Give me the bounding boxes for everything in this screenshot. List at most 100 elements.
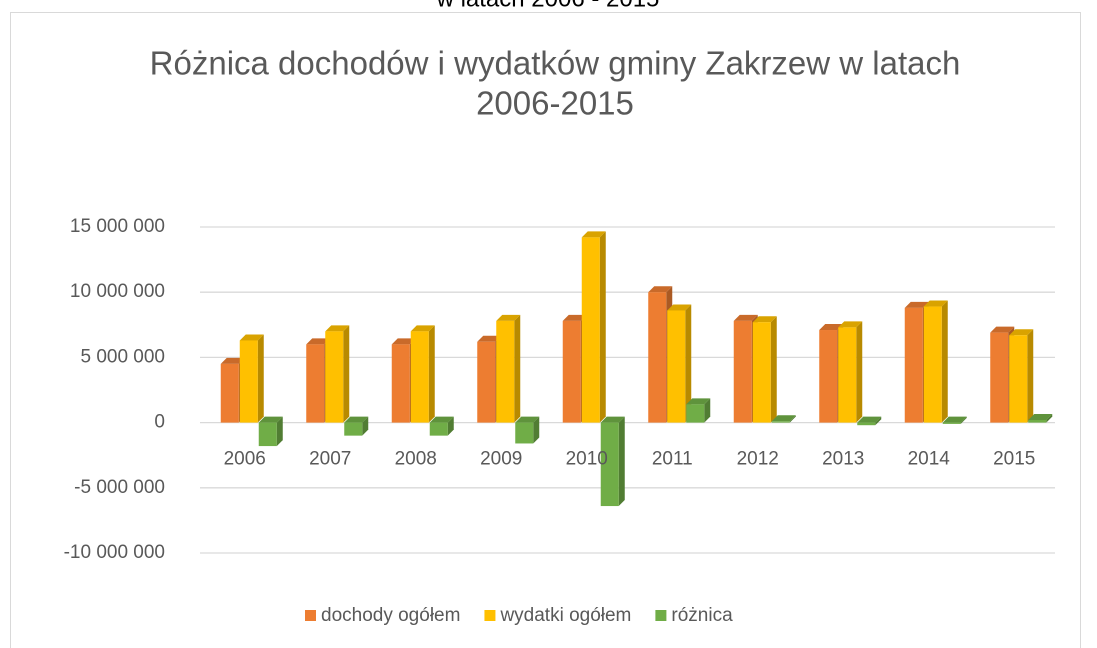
bar	[410, 325, 435, 423]
bar	[1009, 329, 1034, 423]
y-tick-label: 0	[154, 412, 165, 433]
bar-side	[514, 314, 521, 423]
bar	[942, 416, 967, 424]
bar-side	[875, 416, 882, 426]
bar-side	[618, 416, 625, 507]
bar-front	[220, 363, 239, 423]
bar-front	[410, 331, 429, 423]
bar-top	[1028, 413, 1053, 420]
bar-top	[477, 335, 502, 342]
bar-front	[429, 422, 448, 436]
bar-front	[306, 344, 325, 423]
bar-top	[220, 357, 245, 364]
bar	[581, 231, 606, 423]
bar	[857, 416, 882, 426]
bar-front	[942, 422, 961, 424]
bar-front	[344, 422, 363, 436]
y-tick-label: -5 000 000	[74, 477, 165, 498]
bar-top	[771, 415, 796, 422]
bar-top	[581, 231, 606, 238]
x-tick-label: 2006	[224, 449, 266, 470]
bar-top	[429, 416, 454, 423]
bar-top	[990, 326, 1015, 333]
bar	[429, 416, 454, 436]
bar-top	[410, 325, 435, 332]
bar-side	[1027, 329, 1034, 423]
bar-top	[686, 398, 711, 405]
bar-front	[239, 340, 258, 423]
bar	[838, 321, 863, 423]
bar-top	[942, 416, 967, 423]
bar	[239, 334, 264, 423]
x-tick-label: 2009	[480, 449, 522, 470]
bar	[258, 416, 283, 447]
bar	[1028, 413, 1053, 423]
bar-front	[686, 404, 705, 423]
bar-top	[515, 416, 540, 423]
bar-front	[515, 422, 534, 444]
bar-front	[819, 330, 838, 423]
bar-front	[1009, 335, 1028, 423]
bar-front	[581, 237, 600, 423]
bar-top	[923, 300, 948, 307]
bar-top	[733, 314, 758, 321]
caption: w latach 2006 - 2015	[436, 0, 660, 12]
bar-front	[733, 320, 752, 423]
x-tick-label: 2011	[652, 449, 693, 470]
x-tick-label: 2008	[395, 449, 437, 470]
chart-frame	[10, 12, 1081, 648]
x-tick-label: 2010	[566, 449, 608, 470]
bar-top	[857, 416, 882, 423]
chart-title: Różnica dochodów i wydatków gminy Zakrze…	[150, 45, 961, 82]
bar	[496, 314, 521, 423]
bar-top	[600, 416, 625, 423]
bar-side	[789, 415, 796, 423]
y-tick-label: 15 000 000	[70, 216, 165, 237]
bar-front	[1028, 419, 1047, 423]
legend-swatch	[484, 610, 496, 621]
y-tick-label: 5 000 000	[80, 346, 165, 367]
bar	[600, 416, 625, 507]
bar-top	[496, 314, 521, 321]
bar-front	[477, 341, 496, 423]
bar-front	[258, 422, 277, 447]
bar-front	[648, 292, 667, 423]
bar-side	[362, 416, 369, 436]
bar-top	[344, 416, 369, 423]
bar-top	[648, 286, 673, 293]
bar-side	[599, 231, 606, 423]
bar	[515, 416, 540, 444]
legend-swatch	[305, 610, 316, 621]
bar-side	[704, 398, 711, 423]
bar-front	[990, 332, 1009, 423]
bar-side	[447, 416, 454, 436]
legend-label: wydatki ogółem	[499, 605, 631, 626]
bar	[667, 304, 692, 423]
bar	[344, 416, 369, 436]
bar-side	[770, 316, 777, 423]
bar-top	[819, 324, 844, 331]
chart-title: 2006-2015	[476, 85, 634, 122]
bar-side	[960, 416, 967, 424]
bar-front	[562, 320, 581, 423]
bar-top	[667, 304, 692, 311]
bar-top	[1009, 329, 1034, 336]
bar-side	[428, 325, 435, 423]
bar-front	[771, 421, 790, 423]
bar-front	[904, 307, 923, 423]
bar-front	[838, 327, 857, 423]
bar-top	[904, 301, 929, 308]
bar	[686, 398, 711, 423]
bar-front	[923, 306, 942, 423]
bar	[325, 325, 350, 423]
bar-side	[343, 325, 350, 423]
bar	[923, 300, 948, 423]
bar-top	[258, 416, 283, 423]
bar-side	[1046, 413, 1053, 423]
bar-top	[325, 325, 350, 332]
x-tick-label: 2007	[309, 449, 351, 470]
bar-front	[752, 322, 771, 423]
bar-front	[667, 310, 686, 423]
